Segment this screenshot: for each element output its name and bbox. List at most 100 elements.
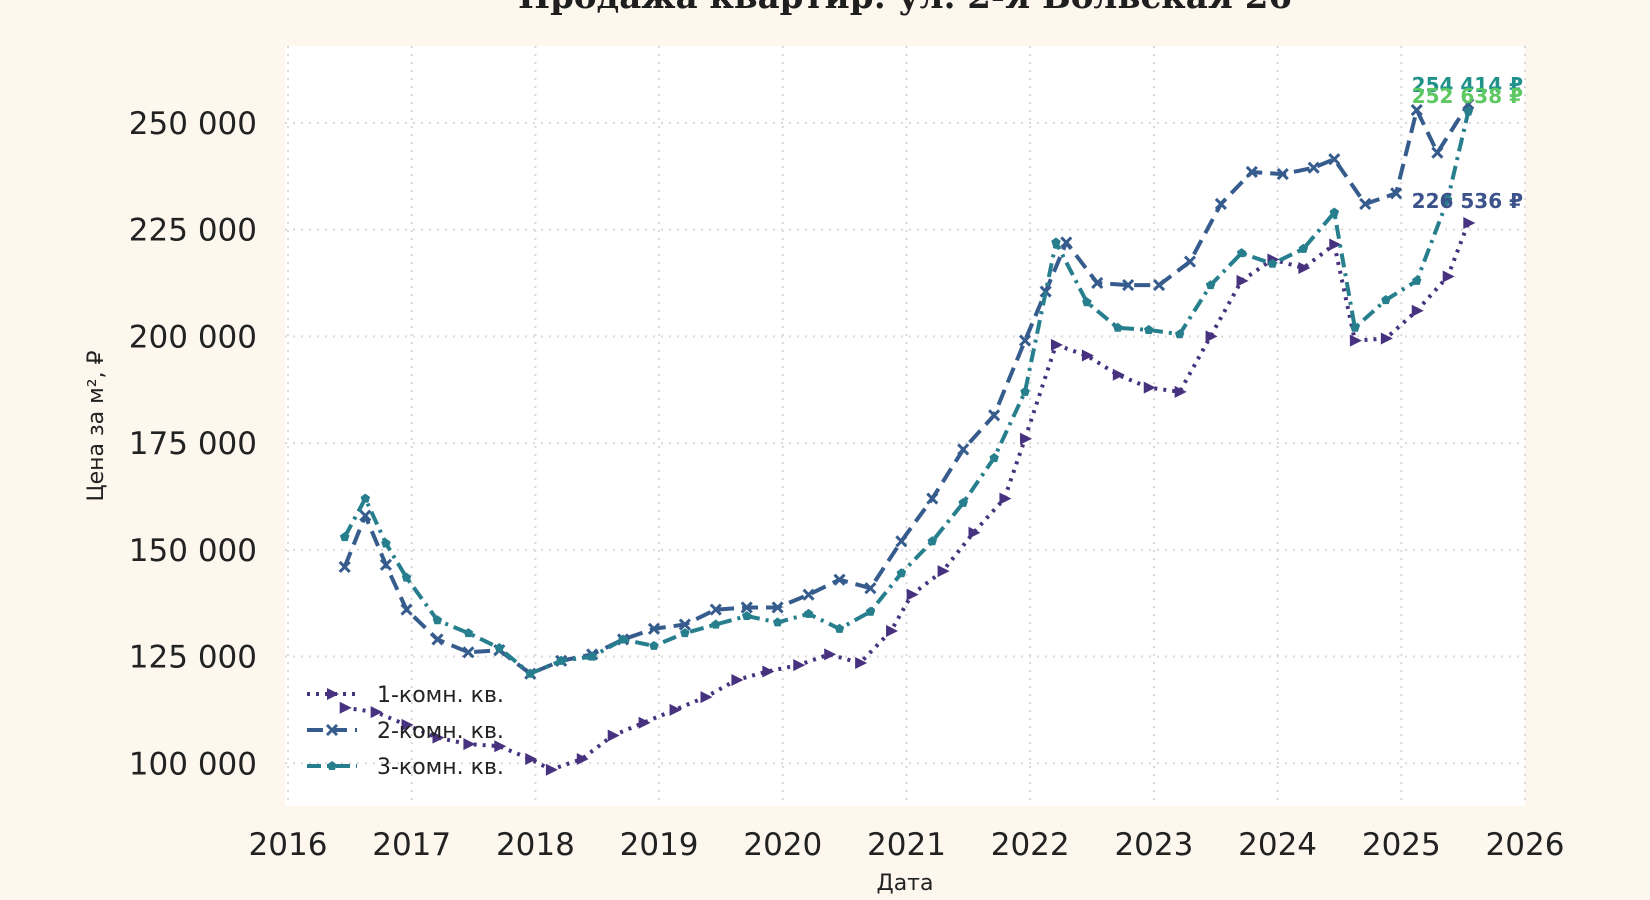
x-tick-label: 2025 — [1362, 827, 1441, 863]
data-point — [700, 691, 713, 704]
data-point — [1018, 334, 1032, 347]
data-point — [432, 731, 445, 744]
chart-title: Продажа квартир: ул. 2-я Вольская 26 — [518, 0, 1292, 17]
data-point — [886, 624, 899, 637]
data-point — [576, 753, 589, 766]
x-tick-label: 2023 — [1114, 827, 1193, 863]
data-point — [379, 558, 392, 571]
data-point — [339, 701, 352, 714]
y-tick-label: 100 000 — [129, 746, 257, 782]
legend-item: 3-комн. кв. — [307, 755, 504, 780]
data-point — [855, 656, 868, 669]
data-point — [834, 623, 845, 633]
data-point — [957, 443, 970, 456]
data-point — [1298, 262, 1311, 275]
data-point — [709, 603, 722, 616]
data-point — [1462, 97, 1475, 111]
data-point — [1020, 432, 1033, 445]
data-point — [1412, 275, 1422, 285]
legend-label: 3-комн. кв. — [377, 755, 504, 780]
y-tick-label: 250 000 — [129, 106, 257, 142]
data-point — [1039, 285, 1052, 298]
data-point — [803, 608, 814, 618]
data-point — [647, 622, 661, 635]
data-point — [607, 729, 620, 742]
data-point — [556, 655, 566, 665]
data-point — [1463, 106, 1474, 116]
data-point — [802, 588, 815, 601]
data-point — [1236, 274, 1249, 287]
data-point — [1359, 197, 1372, 211]
x-tick-label: 2021 — [867, 827, 946, 863]
y-axis-label: Цена за м², ₽ — [84, 350, 109, 501]
data-point — [1431, 146, 1444, 159]
data-point — [937, 565, 950, 578]
data-point — [1329, 238, 1342, 251]
data-point — [1236, 248, 1247, 258]
x-tick-label: 2022 — [991, 827, 1070, 863]
data-point — [865, 606, 876, 616]
data-point — [1380, 332, 1393, 345]
x-tick-label: 2024 — [1238, 827, 1317, 863]
data-point — [793, 659, 806, 672]
data-point — [1050, 338, 1063, 351]
y-tick-label: 125 000 — [129, 640, 257, 676]
y-tick-label: 175 000 — [129, 426, 257, 462]
x-axis-label: Дата — [877, 871, 934, 896]
legend-label: 2-комн. кв. — [377, 719, 504, 744]
data-point — [618, 634, 628, 644]
data-point — [525, 753, 538, 766]
data-point — [1307, 161, 1320, 174]
data-point — [1463, 217, 1476, 230]
data-point — [1174, 329, 1185, 339]
data-point — [463, 738, 476, 751]
y-tick-label: 225 000 — [129, 213, 257, 249]
legend-marker — [327, 761, 337, 770]
data-point — [926, 492, 939, 505]
x-axis-ticks: 2016 2017 2018 2019 2020 2021 2022 2023 2024 2025… — [249, 827, 1565, 863]
data-point — [895, 535, 908, 548]
data-point — [968, 526, 981, 539]
x-tick-label: 2017 — [372, 827, 451, 863]
data-point — [432, 615, 443, 625]
data-point — [772, 617, 783, 627]
data-point — [1082, 297, 1092, 307]
data-point — [1205, 280, 1216, 290]
y-tick-label: 200 000 — [129, 319, 257, 355]
series-1 — [339, 217, 1476, 776]
end-value-label: 252 638 ₽ — [1412, 84, 1523, 108]
data-point — [649, 640, 659, 650]
data-point — [1183, 255, 1197, 268]
y-axis-ticks: 100 000 125 000 150 000 175 000 200 000 225 0… — [129, 106, 257, 782]
data-point — [587, 651, 597, 661]
end-value-label: 254 414 ₽ — [1412, 73, 1523, 97]
data-point — [339, 532, 350, 542]
data-point — [1390, 187, 1403, 200]
data-point — [360, 493, 371, 503]
data-point — [1349, 334, 1362, 347]
data-point — [742, 611, 752, 620]
data-point — [401, 572, 412, 582]
data-point — [431, 633, 444, 646]
data-point — [1205, 330, 1218, 343]
data-point — [545, 763, 558, 776]
series-line — [342, 102, 1470, 676]
data-point — [1411, 304, 1424, 317]
data-point — [833, 573, 846, 586]
data-point — [1329, 207, 1340, 217]
data-point — [1442, 270, 1455, 283]
data-point — [525, 668, 535, 678]
data-point — [1091, 276, 1104, 290]
data-point — [711, 619, 721, 629]
data-point — [400, 603, 413, 616]
data-point — [1051, 237, 1061, 247]
data-point — [1122, 279, 1135, 292]
legend: 1-комн. кв. 2-комн. кв. 3-комн. кв. — [307, 683, 504, 780]
data-point — [463, 628, 474, 638]
legend-label: 1-комн. кв. — [377, 683, 504, 708]
x-tick-label: 2016 — [249, 827, 328, 863]
data-point — [1276, 168, 1289, 181]
data-point — [401, 718, 414, 731]
data-point — [958, 497, 968, 507]
